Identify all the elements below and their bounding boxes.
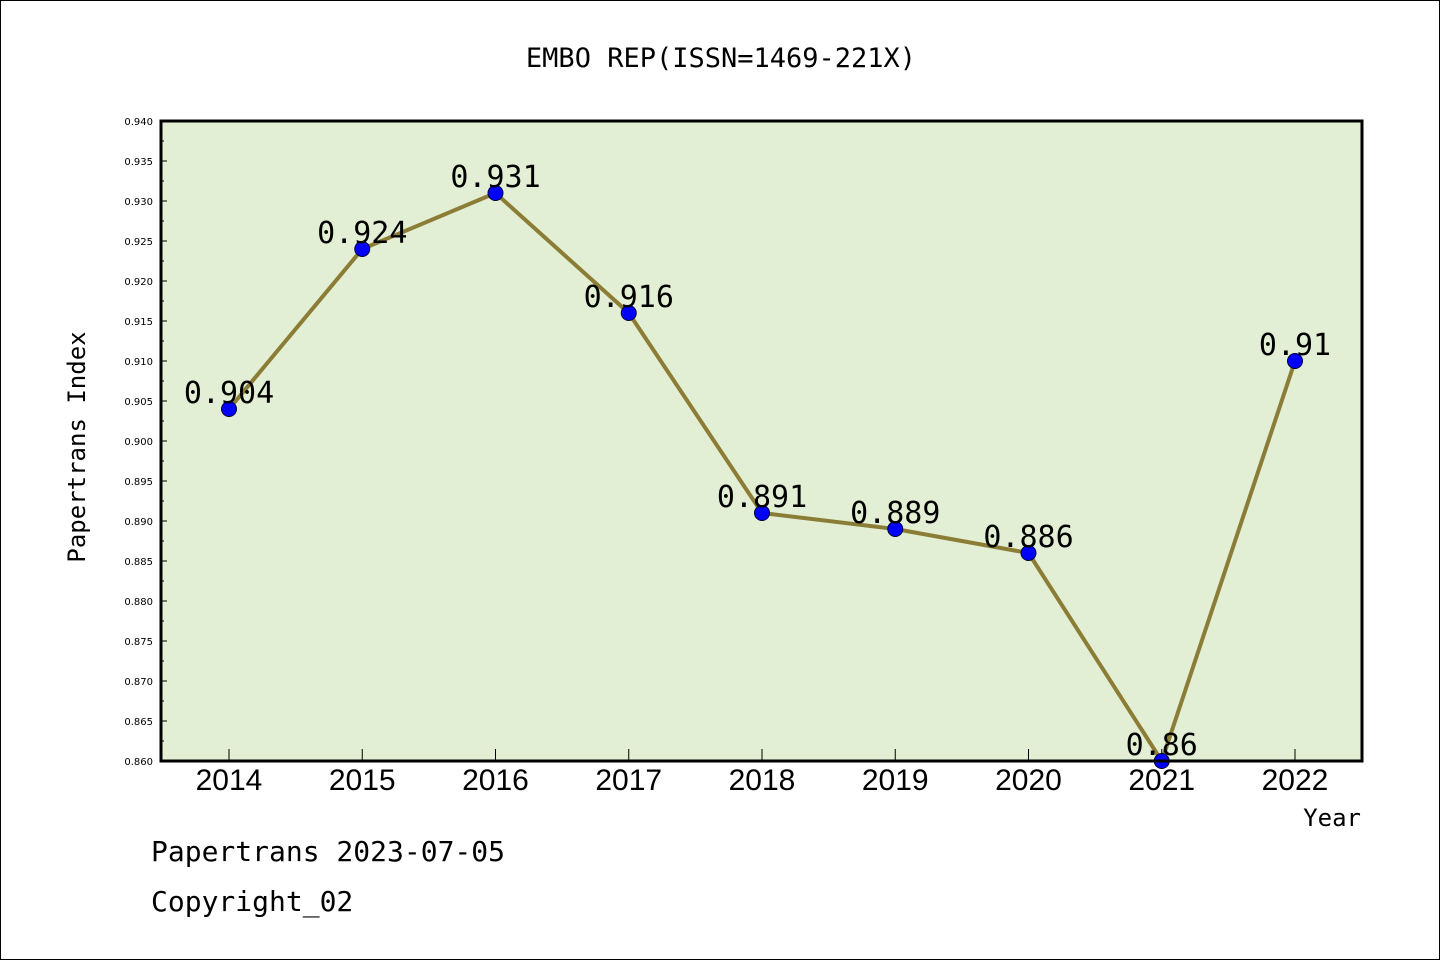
data-point (487, 185, 504, 201)
data-point (620, 305, 637, 321)
y-tick-label: 0.925 (124, 237, 153, 248)
y-tick-label: 0.940 (124, 117, 153, 128)
data-point (754, 505, 770, 521)
data-label: 0.904 (184, 376, 274, 411)
plot-border (159, 119, 1364, 763)
data-label: 0.916 (584, 280, 674, 315)
data-label: 0.889 (850, 496, 940, 531)
x-axis-label: Year (1303, 804, 1361, 832)
y-tick-label: 0.880 (124, 597, 153, 608)
y-tick-label: 0.910 (124, 357, 153, 368)
data-label: 0.91 (1259, 328, 1331, 363)
x-tick-label: 2022 (1262, 764, 1329, 797)
y-tick-label: 0.930 (124, 197, 153, 208)
data-label: 0.891 (717, 480, 807, 515)
x-tick-label: 2015 (329, 764, 396, 797)
x-tick-label: 2019 (862, 764, 929, 797)
x-axis-ticks: 2014 2015 2016 2017 2018 2019 2020 2021 2022 (196, 749, 1329, 797)
x-tick-label: 2016 (462, 764, 529, 797)
data-point (887, 521, 904, 537)
y-tick-label: 0.900 (124, 437, 153, 448)
y-tick-label: 0.895 (124, 477, 153, 488)
y-tick-label: 0.890 (124, 517, 153, 528)
x-tick-label: 2018 (729, 764, 796, 797)
data-point (354, 241, 371, 257)
y-tick-label: 0.920 (124, 277, 153, 288)
data-point (1020, 545, 1037, 561)
y-tick-label: 0.865 (124, 717, 153, 728)
plot-area (161, 121, 1362, 761)
x-tick-label: 2021 (1128, 764, 1195, 797)
chart-title: EMBO REP(ISSN=1469-221X) (526, 43, 916, 74)
y-tick-label: 0.860 (124, 757, 153, 768)
y-tick-label: 0.905 (124, 397, 153, 408)
footer-copyright: Copyright_02 (151, 885, 354, 918)
data-labels: 0.904 0.924 0.931 0.916 0.891 0.889 0.886 0.86 0… (184, 160, 1331, 763)
data-label: 0.924 (317, 216, 407, 251)
data-label: 0.86 (1126, 728, 1198, 763)
x-tick-label: 2020 (995, 764, 1062, 797)
data-point (221, 401, 237, 417)
y-tick-label: 0.885 (124, 557, 153, 568)
y-axis-ticks: 0.860 0.865 0.870 0.875 0.880 0.885 0.890 0.895… (124, 117, 167, 768)
data-points (221, 185, 1303, 769)
data-point (1287, 353, 1303, 369)
y-axis-label: Papertrans Index (63, 331, 91, 562)
x-tick-label: 2014 (196, 764, 263, 797)
y-tick-label: 0.875 (124, 637, 153, 648)
data-label: 0.931 (450, 160, 540, 195)
y-tick-label: 0.870 (124, 677, 153, 688)
x-tick-label: 2017 (595, 764, 662, 797)
y-tick-label: 0.915 (124, 317, 153, 328)
footer-date: Papertrans 2023-07-05 (151, 835, 506, 868)
data-label: 0.886 (983, 520, 1073, 555)
y-tick-label: 0.935 (124, 157, 153, 168)
